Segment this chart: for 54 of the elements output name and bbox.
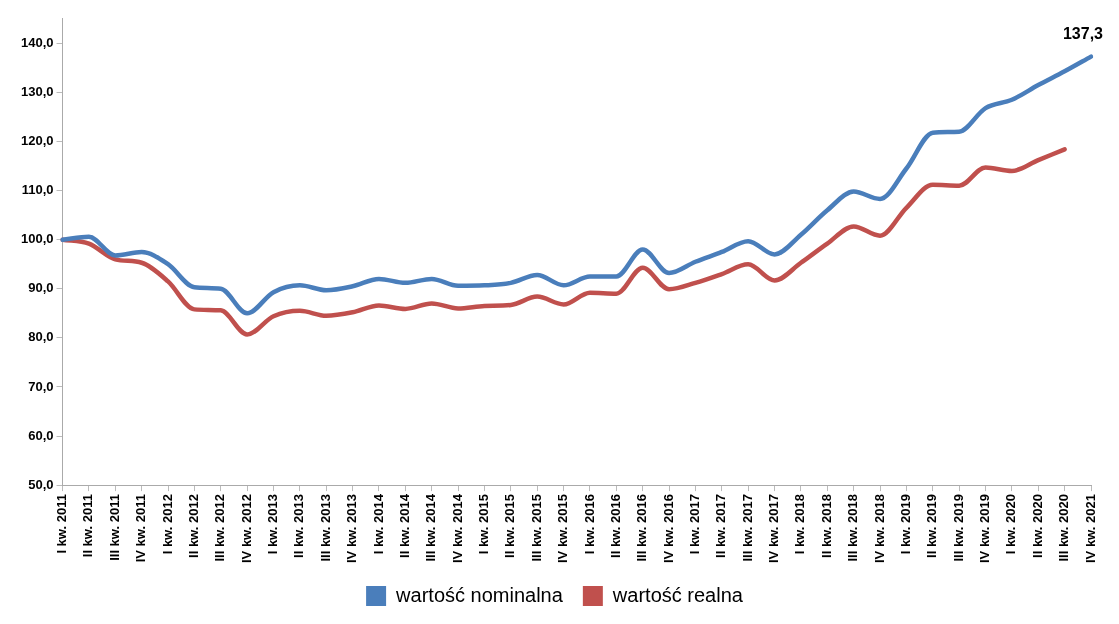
x-tick-label: II kw. 2012 (185, 494, 201, 558)
x-tick-label: II kw. 2017 (713, 494, 729, 558)
x-tick-label: II kw. 2014 (396, 493, 412, 558)
x-tick-label: IV kw. 2019 (977, 494, 993, 564)
x-tick-label: II kw. 2011 (80, 494, 96, 558)
x-tick-label: III kw. 2012 (212, 494, 228, 562)
x-tick-label: III kw. 2019 (950, 494, 966, 562)
legend-label: wartość nominalna (395, 583, 564, 606)
y-tick-label: 70,0 (28, 378, 54, 394)
x-tick-label: II kw. 2015 (502, 494, 518, 558)
y-tick-label: 50,0 (28, 476, 54, 492)
x-tick-label: I kw. 2012 (159, 494, 175, 555)
x-tick-label: IV kw. 2015 (555, 494, 571, 564)
x-tick-label: III kw. 2020 (1056, 494, 1072, 562)
y-tick-label: 110,0 (21, 182, 54, 198)
data-label: 137,3 (1062, 25, 1104, 42)
y-tick-label: 130,0 (20, 84, 54, 99)
x-tick-label: I kw. 2011 (54, 494, 70, 554)
x-tick-label: I kw. 2018 (792, 494, 808, 555)
y-tick-label: 90,0 (28, 280, 54, 296)
x-tick-label: III kw. 2011 (106, 494, 122, 561)
x-tick-label: IV kw. 2012 (238, 494, 254, 564)
line-series (60, 54, 1094, 316)
x-tick-label: I kw. 2014 (370, 493, 386, 555)
x-tick-label: IV kw. 2016 (660, 494, 676, 564)
y-tick-label: 60,0 (28, 427, 54, 443)
x-tick-label: III kw. 2015 (528, 494, 544, 562)
x-tick-label: IV kw. 2011 (133, 494, 149, 563)
x-tick-label: II kw. 2019 (924, 494, 940, 558)
y-tick-label: 100,0 (20, 231, 54, 247)
x-tick-label: IV kw. 2021 (1082, 494, 1098, 564)
x-tick-label: III kw. 2017 (739, 494, 755, 562)
x-tick-label: I kw. 2016 (581, 494, 597, 555)
x-tick-label: III kw. 2014 (423, 493, 439, 562)
legend-label: wartość realna (611, 583, 744, 606)
x-tick-label: III kw. 2018 (845, 494, 861, 562)
x-tick-label: II kw. 2020 (1029, 494, 1045, 558)
x-tick-label: II kw. 2018 (818, 494, 834, 558)
x-tick-label: I kw. 2020 (1003, 494, 1019, 555)
y-tick-label: 120,0 (20, 133, 54, 149)
x-tick-label: III kw. 2016 (634, 494, 650, 562)
x-tick-label: II kw. 2013 (291, 494, 307, 558)
x-tick-label: IV kw. 2018 (871, 494, 887, 564)
x-tick-label: IV kw. 2017 (766, 494, 782, 564)
x-tick-label: III kw. 2013 (317, 494, 333, 562)
x-tick-label: II kw. 2016 (607, 494, 623, 558)
y-tick-label: 80,0 (28, 329, 54, 345)
x-tick-label: I kw. 2015 (476, 494, 492, 555)
x-tick-label: I kw. 2017 (687, 494, 703, 555)
x-tick-label: IV kw. 2014 (449, 493, 465, 564)
x-tick-label: I kw. 2019 (897, 494, 913, 555)
x-tick-label: IV kw. 2013 (344, 494, 360, 564)
y-tick-label: 140,0 (20, 34, 54, 50)
x-tick-label: I kw. 2013 (265, 494, 281, 555)
